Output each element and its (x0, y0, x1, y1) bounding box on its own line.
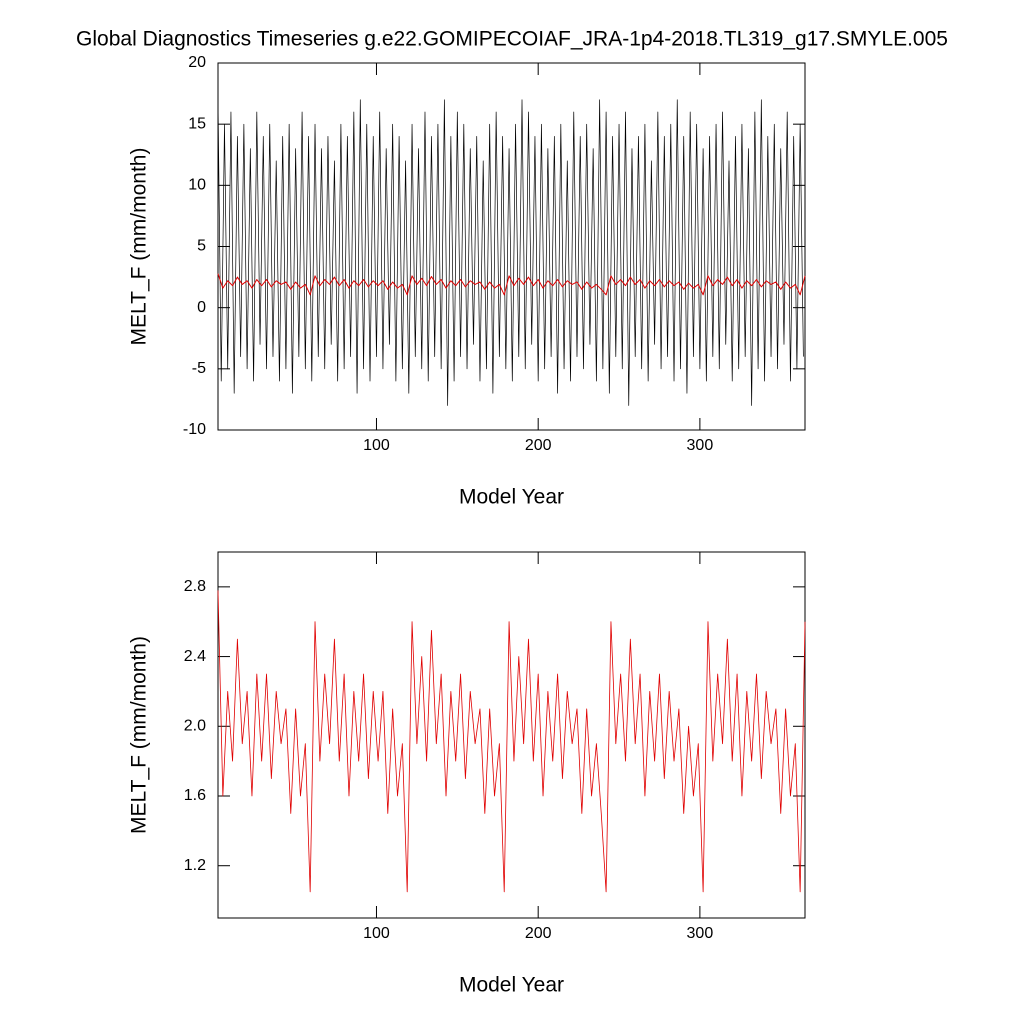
y-tick-label: 2.8 (184, 578, 206, 595)
x-tick-label: 200 (525, 437, 552, 454)
y-tick-label: -5 (192, 360, 206, 377)
data-line (217, 99, 804, 406)
x-tick-label: 200 (525, 925, 552, 942)
x-axis-label: Model Year (459, 974, 564, 997)
y-tick-label: 1.2 (184, 857, 206, 874)
y-tick-label: -10 (183, 421, 206, 438)
x-tick-label: 300 (687, 925, 714, 942)
plot-frame (217, 62, 806, 431)
plot-frame (217, 551, 806, 919)
y-tick-label: 0 (197, 299, 206, 316)
y-tick-label: 2.4 (184, 648, 206, 665)
y-axis-label: MELT_F (mm/month) (128, 148, 151, 346)
y-tick-label: 5 (197, 238, 206, 255)
x-tick-label: 100 (363, 925, 390, 942)
y-tick-label: 1.6 (184, 787, 206, 804)
x-tick-label: 100 (363, 437, 390, 454)
chart-title: Global Diagnostics Timeseries g.e22.GOMI… (76, 28, 948, 51)
x-axis-label: Model Year (459, 486, 564, 509)
data-line (217, 273, 806, 296)
y-tick-label: 10 (188, 177, 206, 194)
y-tick-label: 15 (188, 115, 206, 132)
x-tick-label: 300 (687, 437, 714, 454)
y-tick-label: 20 (188, 54, 206, 71)
data-line (217, 590, 806, 893)
y-axis-label: MELT_F (mm/month) (128, 636, 151, 834)
y-tick-label: 2.0 (184, 718, 206, 735)
